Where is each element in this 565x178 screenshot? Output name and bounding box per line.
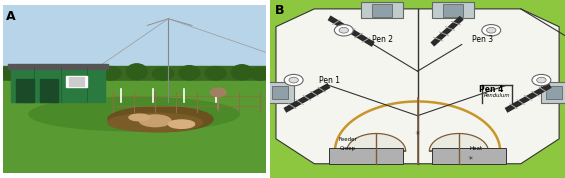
Bar: [3, 66, 266, 86]
Bar: [432, 148, 506, 164]
Ellipse shape: [232, 65, 253, 80]
Ellipse shape: [179, 66, 200, 80]
Circle shape: [532, 74, 551, 86]
Ellipse shape: [129, 114, 150, 121]
Ellipse shape: [210, 88, 226, 96]
Ellipse shape: [168, 120, 194, 128]
Circle shape: [284, 74, 303, 86]
Bar: [3, 5, 266, 81]
Text: Creep: Creep: [340, 146, 357, 151]
Ellipse shape: [47, 67, 68, 80]
Text: Pen 4: Pen 4: [479, 85, 503, 93]
Bar: [3, 81, 266, 173]
Text: Heat: Heat: [470, 146, 483, 151]
Circle shape: [482, 25, 501, 36]
Text: Feeder: Feeder: [339, 137, 358, 142]
Circle shape: [334, 25, 353, 36]
Bar: [362, 2, 403, 18]
Polygon shape: [429, 134, 488, 151]
Bar: [66, 76, 87, 87]
Text: Pen 2: Pen 2: [372, 35, 393, 44]
Text: Pendulum: Pendulum: [484, 93, 510, 98]
Text: ☀: ☀: [468, 156, 473, 161]
Bar: [541, 82, 565, 103]
Ellipse shape: [108, 113, 202, 132]
Bar: [272, 86, 288, 99]
Ellipse shape: [127, 64, 147, 80]
Polygon shape: [276, 9, 559, 164]
Circle shape: [339, 27, 349, 33]
Bar: [546, 86, 562, 99]
Text: A: A: [6, 10, 15, 23]
Bar: [432, 2, 473, 18]
Polygon shape: [347, 134, 406, 151]
Text: Pen 3: Pen 3: [472, 35, 493, 44]
Ellipse shape: [0, 67, 21, 80]
Text: B: B: [275, 4, 284, 17]
Ellipse shape: [153, 67, 173, 80]
Ellipse shape: [74, 66, 95, 80]
Bar: [8, 64, 108, 69]
Ellipse shape: [205, 67, 226, 80]
Bar: [16, 79, 34, 102]
Circle shape: [289, 77, 298, 83]
Ellipse shape: [21, 65, 42, 80]
Bar: [372, 4, 393, 17]
Bar: [11, 66, 105, 102]
Circle shape: [486, 27, 496, 33]
Ellipse shape: [108, 107, 213, 132]
Circle shape: [537, 77, 546, 83]
Bar: [68, 77, 84, 86]
Bar: [329, 148, 403, 164]
Bar: [40, 79, 58, 102]
Text: ☀: ☀: [415, 131, 420, 136]
Bar: [442, 4, 463, 17]
Bar: [3, 5, 266, 102]
Ellipse shape: [29, 97, 240, 131]
Ellipse shape: [140, 115, 171, 127]
Ellipse shape: [250, 67, 271, 80]
Text: Pen 1: Pen 1: [319, 76, 340, 85]
Bar: [267, 82, 294, 103]
Ellipse shape: [100, 67, 121, 80]
